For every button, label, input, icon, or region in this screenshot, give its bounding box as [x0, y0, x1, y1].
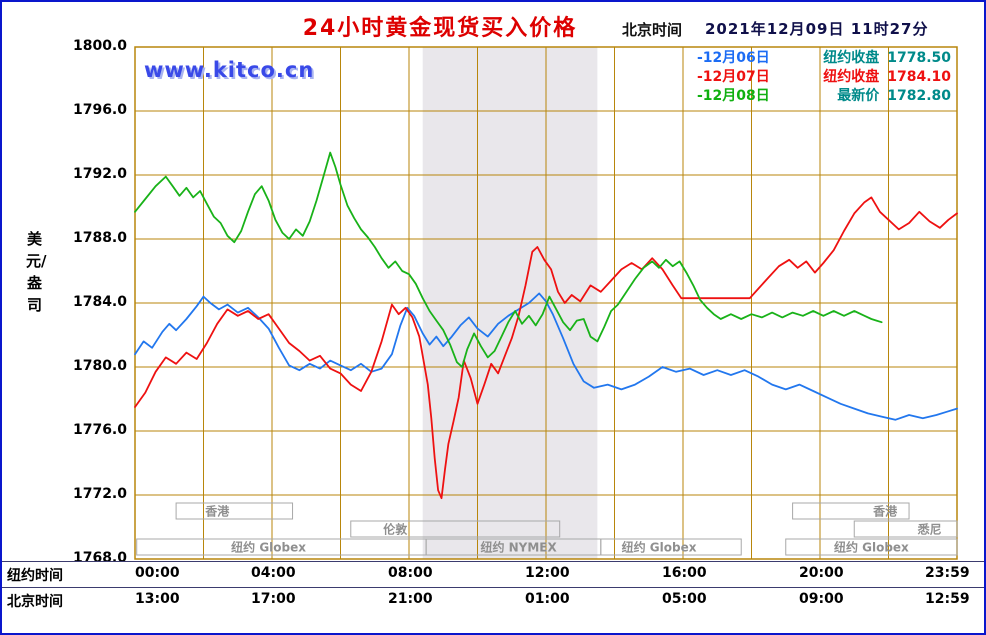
x-axis-time-label: 23:59	[925, 565, 970, 581]
session-label: 悉尼	[917, 522, 942, 537]
x-axis-time-label: 08:00	[388, 565, 433, 581]
legend-item-dec08: -12月08日 最新价 1782.80	[697, 87, 951, 106]
separator-line-middle	[2, 587, 984, 588]
session-label: 纽约 Globex	[622, 540, 697, 555]
y-axis-tick-label: 1768.0	[72, 550, 127, 566]
legend-value-dec08: 1782.80	[887, 88, 951, 104]
kitco-watermark: www.kitco.cn	[144, 58, 315, 82]
x-axis-time-label: 04:00	[251, 565, 296, 581]
legend-date-dec06: -12月06日	[697, 50, 770, 66]
y-axis-tick-label: 1784.0	[72, 294, 127, 310]
ny-time-axis-row: 00:00 04:00 08:00 12:00 16:00 20:00 23:59	[2, 565, 984, 585]
y-axis-tick-label: 1792.0	[72, 166, 127, 182]
legend-item-dec07: -12月07日 纽约收盘 1784.10	[697, 68, 951, 87]
price-line-series-0	[134, 292, 958, 421]
beijing-time-axis-row: 13:00 17:00 21:00 01:00 05:00 09:00 12:59	[2, 591, 984, 611]
beijing-time-label: 北京时间	[622, 21, 683, 39]
session-label: 伦敦	[383, 522, 408, 537]
legend-date-dec08: -12月08日	[697, 88, 770, 104]
y-axis-tick-label: 1780.0	[72, 358, 127, 374]
session-box	[600, 538, 742, 556]
y-axis-tick-label: 1776.0	[72, 422, 127, 438]
session-box	[175, 502, 294, 520]
y-axis-title: 美元/盎司	[26, 230, 47, 314]
session-label: 香港	[872, 504, 898, 519]
price-line-series-1	[134, 196, 958, 500]
x-axis-time-label: 21:00	[388, 591, 433, 607]
y-axis-tick-label: 1788.0	[72, 230, 127, 246]
price-line-series-2	[134, 151, 883, 368]
legend-label-dec08: 最新价	[837, 88, 880, 104]
y-axis-tick-labels: 1800.0 1796.0 1792.0 1788.0 1784.0 1780.0 1776…	[57, 2, 129, 633]
session-box	[853, 520, 958, 538]
session-box	[350, 520, 561, 538]
separator-line-top	[2, 561, 984, 562]
x-axis-time-label: 12:59	[925, 591, 970, 607]
session-label: 香港	[204, 504, 230, 519]
x-axis-time-label: 16:00	[662, 565, 707, 581]
x-axis-time-label: 17:00	[251, 591, 296, 607]
x-axis-time-label: 01:00	[525, 591, 570, 607]
legend-label-dec07: 纽约收盘	[823, 69, 880, 85]
beijing-time-caption: 北京时间	[7, 594, 63, 610]
x-axis-time-label: 00:00	[135, 565, 180, 581]
session-label: 纽约 Globex	[834, 540, 909, 555]
current-datetime: 2021年12月09日 11时27分	[705, 20, 929, 38]
y-axis-tick-label: 1800.0	[72, 38, 127, 54]
x-axis-time-label: 09:00	[799, 591, 844, 607]
chart-title: 24小时黄金现货买入价格	[302, 16, 578, 41]
y-axis-tick-label: 1796.0	[72, 102, 127, 118]
x-axis-time-label: 13:00	[135, 591, 180, 607]
legend-value-dec06: 1778.50	[887, 50, 951, 66]
session-label: 纽约 NYMEX	[480, 540, 557, 555]
legend-label-dec06: 纽约收盘	[823, 50, 880, 66]
legend-date-dec07: -12月07日	[697, 69, 770, 85]
session-box	[792, 502, 910, 520]
x-axis-time-label: 05:00	[662, 591, 707, 607]
y-axis-tick-label: 1772.0	[72, 486, 127, 502]
session-box	[785, 538, 958, 556]
session-label: 纽约 Globex	[231, 540, 306, 555]
x-axis-time-label: 12:00	[525, 565, 570, 581]
plot-border	[134, 46, 958, 560]
legend-item-dec06: -12月06日 纽约收盘 1778.50	[697, 49, 951, 68]
legend-value-dec07: 1784.10	[887, 69, 951, 85]
x-axis-time-label: 20:00	[799, 565, 844, 581]
legend: -12月06日 纽约收盘 1778.50 -12月07日 纽约收盘 1784.1…	[697, 49, 951, 106]
ny-time-caption: 纽约时间	[7, 568, 63, 584]
